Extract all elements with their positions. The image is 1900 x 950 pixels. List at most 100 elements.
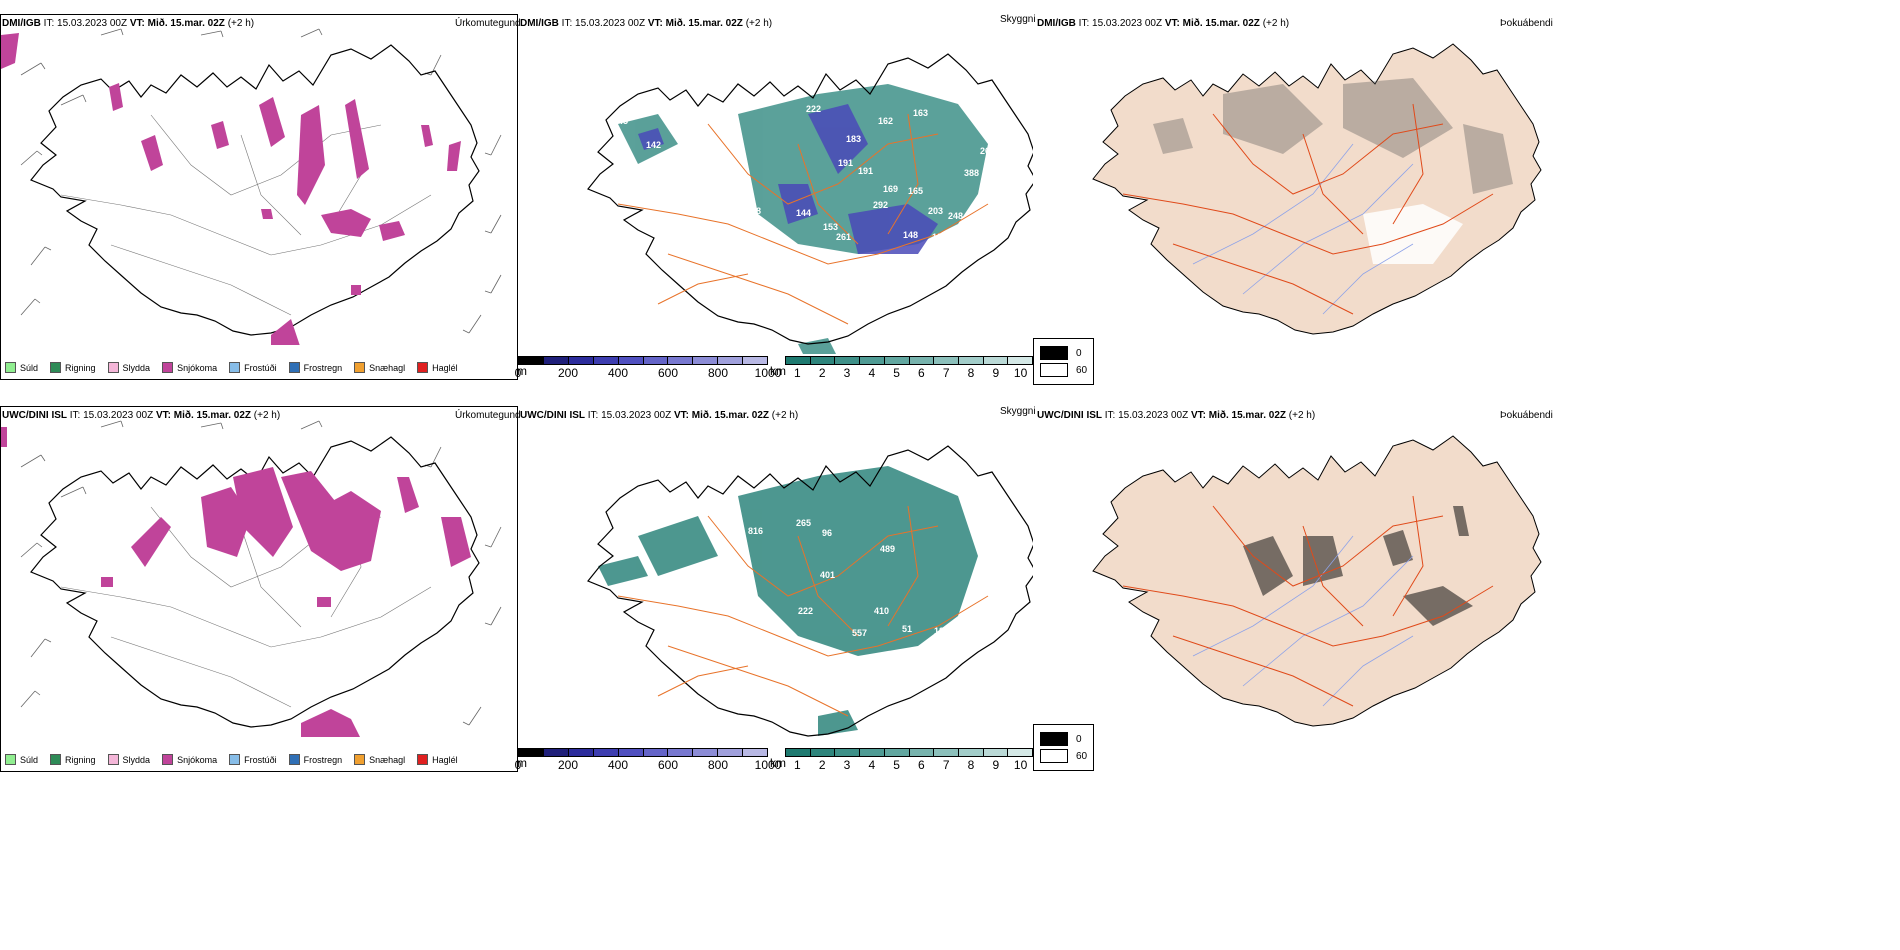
visibility-panel-row1: 245 142 311 157 120 156 143 218 226 144 153 261 148 1…	[514, 14, 1033, 380]
precip-legend: Súld Rigning Slydda Snjókoma Frostúði Frostre…	[5, 362, 458, 373]
ceiling-unit: m	[517, 364, 527, 378]
it-label: IT:	[1078, 18, 1090, 29]
legend-swatch	[162, 362, 174, 373]
header-row1-visibility: DMI/IGB IT: 15.03.2023 00Z VT: Mið. 15.m…	[520, 18, 772, 29]
vt-label: VT:	[647, 18, 663, 29]
panel-title-visibility-row2: Skyggni	[1000, 406, 1036, 417]
colorbar-cell	[810, 749, 836, 756]
visibility-value: 157	[620, 196, 635, 206]
visibility-value: 203	[928, 206, 943, 216]
visibility-value: 265	[796, 518, 811, 528]
legend-item: Frostúði	[229, 754, 277, 765]
colorbar-tick: 5	[893, 366, 900, 380]
colorbar-cell	[958, 357, 984, 364]
lead-time: (+2 h)	[227, 18, 255, 29]
visibility-value: 410	[874, 606, 889, 616]
legend-swatch	[50, 754, 62, 765]
fog-legend-label: 60	[1076, 750, 1088, 762]
fog-legend: 0 60	[1033, 724, 1095, 771]
fog-panel-row1: 0 60	[1033, 14, 1555, 385]
colorbar-tick: 0	[514, 366, 522, 380]
header-row2-visibility: UWC/DINI ISL IT: 15.03.2023 00Z VT: Mið.…	[520, 410, 798, 421]
visibility-fill	[598, 466, 978, 736]
colorbar-cell	[958, 749, 984, 756]
colorbar-tick: 9	[992, 758, 1000, 772]
header-row1-fog: DMI/IGB IT: 15.03.2023 00Z VT: Mið. 15.m…	[1037, 18, 1289, 29]
visibility-value: 163	[913, 108, 928, 118]
roads-orange	[617, 113, 989, 325]
legend-swatch	[288, 362, 300, 373]
visibility-value: 148	[978, 122, 993, 132]
legend-swatch	[229, 754, 241, 765]
visibility-value: 144	[796, 208, 811, 218]
panel-title-fog-row1: Þokuábendi	[1500, 18, 1553, 29]
legend-item: Frostregn	[288, 362, 342, 373]
colorbar-cell	[934, 749, 959, 756]
lead-time: (+2 h)	[1288, 410, 1316, 421]
iceland-fog-map	[1092, 435, 1542, 727]
visibility-value: 128	[932, 232, 947, 242]
roads-gray	[60, 496, 432, 708]
header-row2-precip: UWC/DINI ISL IT: 15.03.2023 00Z VT: Mið.…	[2, 410, 280, 421]
colorbar-cell	[643, 357, 669, 364]
legend-label: Slydda	[122, 754, 151, 765]
visibility-value: 261	[836, 232, 851, 242]
wind-barbs	[20, 28, 502, 334]
legend-label: Frostúði	[244, 754, 277, 765]
visibility-value: 165	[908, 186, 923, 196]
fog-legend: 0 60	[1033, 338, 1095, 385]
visibility-value: 96	[822, 528, 832, 538]
fog-panel-row2: 0 60	[1033, 406, 1555, 772]
iceland-visibility-map: 816 265 96 401 489 59 222 410 557 51 186 21 84 402 223…	[587, 445, 1033, 737]
colorbar-cell	[909, 357, 935, 364]
panel-title-precip-row2: Úrkomutegund	[455, 410, 521, 421]
visibility-value: 222	[798, 606, 813, 616]
legend-swatch	[354, 362, 366, 373]
colorbar-tick: 2	[818, 366, 826, 380]
colorbar-cell	[786, 357, 811, 364]
header-row2-fog: UWC/DINI ISL IT: 15.03.2023 00Z VT: Mið.…	[1037, 410, 1315, 421]
colorbar-cell	[810, 357, 836, 364]
colorbar-cell	[860, 357, 885, 364]
visibility-value: 141	[896, 294, 911, 304]
colorbar-cell	[519, 749, 544, 756]
colorbar-cell	[618, 357, 644, 364]
wind-barbs	[20, 420, 502, 726]
colorbar-cell	[668, 749, 694, 756]
vt-label: VT:	[1164, 18, 1180, 29]
colorbar-cell	[884, 357, 910, 364]
visibility-value: 162	[878, 116, 893, 126]
fog-shading	[1153, 78, 1513, 194]
colorbar-cell	[568, 357, 594, 364]
legend-swatch	[162, 754, 174, 765]
colorbar-cell	[519, 357, 544, 364]
ceiling-colorbar: 0 200 400 600 800 1000	[514, 356, 781, 380]
visibility-value: 268	[980, 146, 995, 156]
visibility-values: 816 265 96 401 489 59 222 410 557 51 186 21 84 402 223…	[608, 518, 992, 638]
colorbar-tick: 3	[843, 366, 851, 380]
colorbar-cell	[934, 357, 959, 364]
visibility-value: 59	[720, 562, 730, 572]
it-value: 15.03.2023 00Z	[83, 410, 154, 421]
it-value: 15.03.2023 00Z	[601, 410, 672, 421]
colorbar-tick: 200	[557, 758, 579, 772]
legend-item: Snæhagl	[354, 362, 405, 373]
vt-value: Mið. 15.mar. 02Z	[147, 18, 225, 29]
vt-value: Mið. 15.mar. 02Z	[665, 18, 743, 29]
visibility-value: 401	[820, 570, 835, 580]
it-label: IT:	[1104, 410, 1116, 421]
colorbar-cell	[693, 357, 719, 364]
colorbar-tick: 10	[1013, 758, 1028, 772]
colorbar-cell	[618, 749, 644, 756]
colorbar-cell	[983, 357, 1009, 364]
legend-label: Snæhagl	[369, 362, 406, 373]
colorbar-cell	[860, 749, 885, 756]
legend-label: Súld	[20, 754, 39, 765]
legend-item: Rigning	[50, 754, 96, 765]
legend-item: Slydda	[107, 362, 150, 373]
visibility-value: 223	[668, 596, 683, 606]
legend-item: Rigning	[50, 362, 96, 373]
legend-swatch	[417, 754, 429, 765]
vt-value: Mið. 15.mar. 02Z	[1182, 18, 1260, 29]
